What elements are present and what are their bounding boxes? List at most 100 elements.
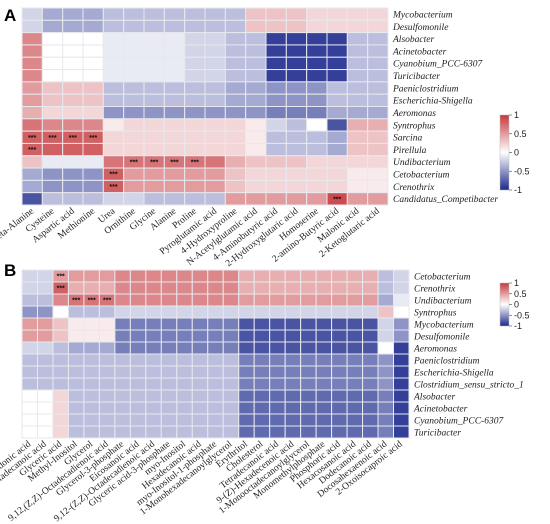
heatmap-cell [163, 118, 186, 132]
heatmap-cell [123, 106, 145, 120]
heatmap-cell [284, 401, 302, 415]
heatmap-cell [315, 353, 333, 367]
heatmap-cell [62, 179, 84, 194]
heatmap-cell [253, 305, 271, 319]
heatmap-cell [306, 167, 328, 181]
heatmap-cell [21, 118, 43, 132]
heatmap-cell [362, 365, 379, 379]
heatmap-cell [331, 269, 348, 283]
heatmap-cell [98, 413, 116, 427]
heatmap-cell [102, 81, 125, 95]
heatmap-cell [102, 32, 125, 46]
heatmap-cell [285, 56, 308, 71]
heatmap-cell [191, 269, 209, 283]
heatmap-cell [67, 341, 85, 355]
heatmap-cell [41, 44, 64, 58]
heatmap-cell [245, 56, 267, 71]
heatmap-cell [114, 365, 131, 379]
heatmap-cell [184, 19, 206, 34]
heatmap-cell [284, 341, 302, 355]
heatmap-cell [326, 142, 348, 157]
heatmap-cell [163, 32, 186, 46]
row-label: Alsobacter [392, 35, 434, 45]
heatmap-cell [285, 19, 308, 34]
heatmap-cell [224, 69, 247, 83]
heatmap-cell [222, 341, 240, 355]
heatmap-cell [143, 69, 165, 83]
heatmap-cell [362, 389, 379, 403]
heatmap-cell [160, 389, 178, 403]
heatmap-cell [184, 7, 206, 21]
heatmap-cell [265, 167, 287, 181]
heatmap-cell [315, 401, 333, 415]
significance-mark: *** [333, 196, 341, 203]
heatmap-cell [67, 425, 85, 439]
heatmap-cell [114, 317, 131, 331]
heatmap-cell [285, 93, 308, 108]
heatmap-cell [83, 425, 100, 439]
heatmap-cell [82, 7, 104, 21]
heatmap-cell [184, 179, 206, 194]
heatmap-cell [245, 155, 267, 169]
heatmap-cell [184, 69, 206, 83]
heatmap-cell [362, 269, 379, 283]
heatmap-cell [129, 341, 147, 355]
legend-tick-label: 0.5 [514, 129, 527, 139]
heatmap-cell [62, 19, 84, 34]
heatmap-cell [41, 142, 64, 157]
heatmap-cell [145, 281, 162, 295]
significance-mark: *** [109, 184, 117, 191]
heatmap-cell [21, 69, 43, 83]
heatmap-cell [83, 281, 100, 295]
heatmap-cell [306, 44, 328, 58]
heatmap-cell [207, 329, 224, 343]
heatmap-cell [326, 130, 348, 144]
row-label: Mycobacterium [413, 320, 474, 330]
heatmap-cell [362, 353, 379, 367]
heatmap-cell [123, 81, 145, 95]
heatmap-cell [176, 281, 193, 295]
heatmap-cell [377, 293, 395, 307]
heatmap-cell [176, 425, 193, 439]
heatmap-cell [36, 281, 54, 295]
heatmap-cell [176, 329, 193, 343]
heatmap-cell [36, 389, 54, 403]
heatmap-cell [362, 425, 379, 439]
heatmap-cell [362, 401, 379, 415]
heatmap-cell [367, 192, 389, 206]
heatmap-cell [204, 155, 226, 169]
heatmap-cell [145, 401, 162, 415]
heatmap-cell [269, 305, 286, 319]
heatmap-cell [238, 305, 255, 319]
heatmap-cell [346, 377, 364, 391]
heatmap-cell [123, 19, 145, 34]
heatmap-cell [284, 365, 302, 379]
panel-a-letter: A [4, 6, 16, 25]
heatmap-cell [285, 7, 308, 21]
legend-colorbar [499, 282, 510, 327]
heatmap-cell [52, 341, 69, 355]
heatmap-cell [367, 167, 389, 181]
heatmap-cell [204, 93, 226, 108]
significance-mark: *** [89, 135, 97, 142]
heatmap-cell [98, 353, 116, 367]
heatmap-cell [143, 7, 165, 21]
heatmap-cell [184, 167, 206, 181]
heatmap-cell [184, 44, 206, 58]
heatmap-cell [346, 353, 364, 367]
heatmap-cell [191, 305, 209, 319]
heatmap-cell [224, 192, 247, 206]
heatmap-cell [393, 353, 410, 367]
heatmap-cell [346, 142, 369, 157]
heatmap-cell [163, 167, 186, 181]
heatmap-cell [191, 401, 209, 415]
heatmap-cell [265, 142, 287, 157]
heatmap-cell [145, 413, 162, 427]
heatmap-cell [393, 377, 410, 391]
heatmap-cell [143, 130, 165, 144]
heatmap-cell [123, 192, 145, 206]
heatmap-cell [204, 192, 226, 206]
heatmap-cell [114, 377, 131, 391]
heatmap-cell [300, 377, 317, 391]
